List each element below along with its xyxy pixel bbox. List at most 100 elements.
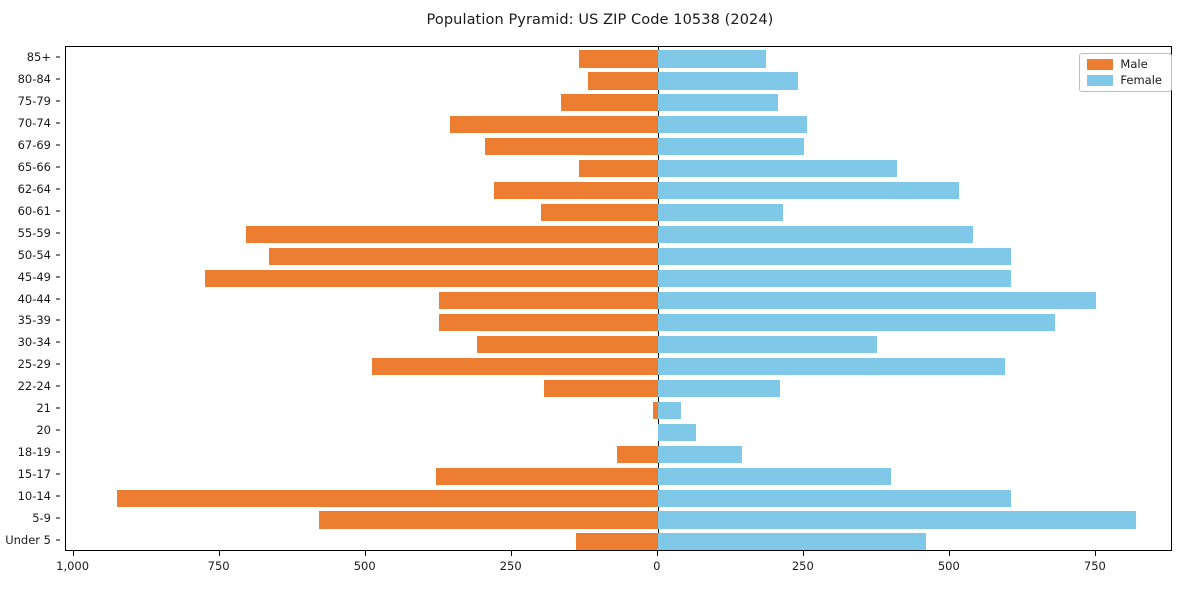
x-axis-tick-label: 250 (499, 559, 522, 573)
bar-female (657, 50, 766, 68)
bar-male (587, 72, 658, 90)
bar-male (318, 511, 658, 529)
bar-male (485, 138, 658, 156)
bar-row (66, 223, 1171, 245)
legend-swatch-icon (1087, 74, 1114, 86)
bar-female (657, 379, 781, 397)
x-axis-tick (656, 551, 658, 556)
bar-row (66, 376, 1171, 398)
bar-male (476, 335, 658, 353)
x-axis-tick-label: 500 (937, 559, 960, 573)
y-axis-tick-label: 18-19 (17, 445, 51, 460)
bar-male (540, 204, 658, 222)
y-axis-tick-label: 75-79 (17, 93, 51, 108)
y-axis-tick-label: 62-64 (17, 181, 51, 196)
bar-female (657, 467, 892, 485)
y-axis-tick-label: 45-49 (17, 269, 51, 284)
bar-row (66, 442, 1171, 464)
bar-row (66, 91, 1171, 113)
legend-item-female[interactable]: Female (1087, 72, 1162, 87)
y-axis-tick (55, 451, 60, 453)
y-axis-tick (55, 517, 60, 519)
bar-male (543, 379, 658, 397)
legend-swatch-icon (1087, 59, 1114, 71)
bar-male (578, 160, 658, 178)
x-axis-tick-label: 500 (353, 559, 376, 573)
bar-row (66, 69, 1171, 91)
y-axis-tick (55, 188, 60, 190)
bar-female (657, 357, 1006, 375)
y-axis-tick (55, 539, 60, 541)
y-axis-tick (55, 276, 60, 278)
bar-row (66, 508, 1171, 530)
bar-male (578, 50, 658, 68)
bar-female (657, 533, 927, 550)
y-axis-tick-label: 10-14 (17, 489, 51, 504)
y-axis: 85+ 80-84 75-79 70-74 67-69 65-66 62-64 60-61 55… (0, 46, 60, 551)
bar-male (438, 291, 658, 310)
bar-row (66, 310, 1171, 332)
x-axis-tick (802, 551, 804, 556)
y-axis-tick-label: 20 (36, 423, 51, 438)
y-axis-tick-label: 40-44 (17, 291, 51, 306)
y-axis-tick (55, 495, 60, 497)
bar-row (66, 354, 1171, 376)
bar-female (657, 291, 1096, 310)
bar-male (438, 313, 658, 332)
bar-female (657, 72, 798, 90)
bar-male (575, 533, 658, 550)
y-axis-tick (55, 166, 60, 168)
plot-inner (66, 47, 1171, 550)
bar-female (657, 204, 784, 222)
bar-female (657, 182, 959, 200)
y-axis-tick-label: 55-59 (17, 225, 51, 240)
y-axis-tick-label: 70-74 (17, 115, 51, 130)
bar-female (657, 423, 696, 441)
y-axis-tick (55, 385, 60, 387)
y-axis-tick-label: 67-69 (17, 137, 51, 152)
legend-label: Female (1120, 72, 1162, 87)
bar-male (205, 269, 658, 288)
bar-row (66, 47, 1171, 69)
y-axis-tick (55, 473, 60, 475)
y-axis-tick (55, 254, 60, 256)
x-axis-tick-label: 750 (207, 559, 230, 573)
bar-female (657, 226, 974, 244)
y-axis-tick-label: 60-61 (17, 203, 51, 218)
y-axis-tick (55, 144, 60, 146)
y-axis-tick (55, 407, 60, 409)
legend-item-male[interactable]: Male (1087, 58, 1162, 71)
x-axis-tick (218, 551, 220, 556)
chart-title: Population Pyramid: US ZIP Code 10538 (2… (426, 12, 774, 28)
bar-row (66, 289, 1171, 311)
plot-area (65, 46, 1172, 551)
bar-female (657, 138, 804, 156)
bar-male (269, 247, 658, 266)
y-axis-tick-label: 85+ (26, 49, 51, 64)
bar-male (435, 467, 658, 485)
x-axis-tick-label: 0 (653, 559, 661, 573)
y-axis-tick-label: 30-34 (17, 335, 51, 350)
bar-male (371, 357, 658, 375)
bar-female (657, 160, 898, 178)
y-axis-tick-label: 50-54 (17, 247, 51, 262)
bar-row (66, 157, 1171, 179)
x-axis-tick (1094, 551, 1096, 556)
y-axis-tick (55, 210, 60, 212)
bar-row (66, 332, 1171, 354)
bar-female (657, 247, 1012, 266)
bar-male (117, 489, 658, 507)
bar-row (66, 267, 1171, 289)
bar-row (66, 464, 1171, 486)
y-axis-tick-label: 65-66 (17, 159, 51, 174)
bar-row (66, 201, 1171, 223)
bar-row (66, 245, 1171, 267)
x-axis-tick-label: 750 (1083, 559, 1106, 573)
x-axis-tick (510, 551, 512, 556)
y-axis-tick-label: 22-24 (17, 379, 51, 394)
y-axis-tick-label: 35-39 (17, 313, 51, 328)
y-axis-tick (55, 319, 60, 321)
x-axis-tick-label: 1,000 (56, 559, 90, 573)
x-axis-tick-label: 250 (791, 559, 814, 573)
